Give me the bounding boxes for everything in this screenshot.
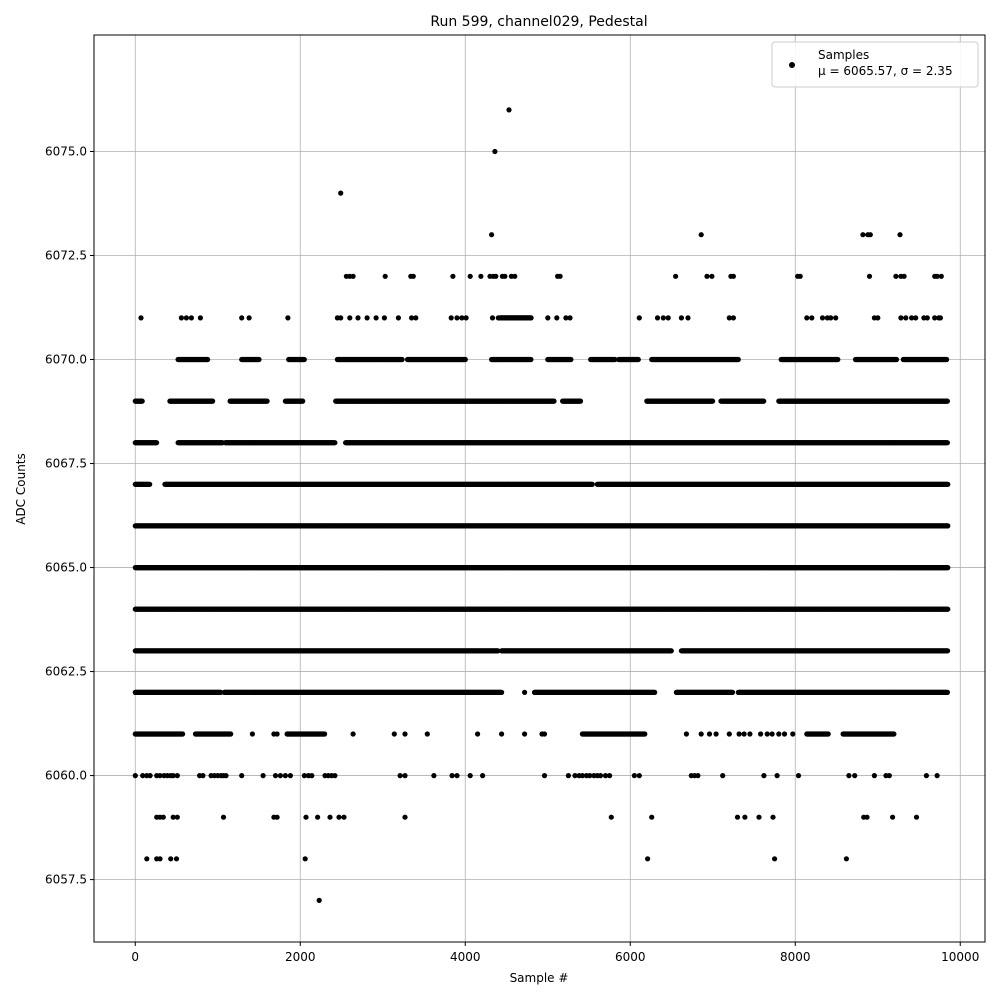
data-point [668, 648, 674, 654]
chart-title: Run 599, channel029, Pedestal [430, 14, 647, 30]
data-points [132, 107, 951, 904]
data-point [495, 648, 501, 654]
data-point [945, 606, 951, 612]
data-point [945, 648, 951, 654]
data-point [945, 565, 951, 571]
